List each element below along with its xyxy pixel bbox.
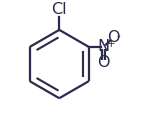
Text: +: +	[107, 39, 116, 49]
Text: O: O	[97, 55, 110, 70]
Text: Cl: Cl	[51, 2, 67, 17]
Text: -: -	[117, 31, 120, 41]
Text: N: N	[98, 39, 110, 54]
Text: O: O	[107, 30, 120, 45]
